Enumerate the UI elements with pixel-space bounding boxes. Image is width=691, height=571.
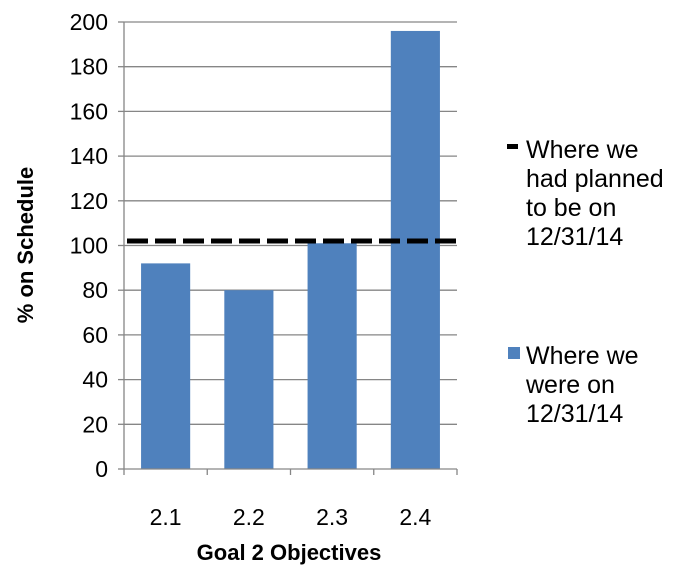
- legend-text-line: were on: [525, 371, 615, 399]
- bar-2-3: [307, 243, 357, 469]
- bar-2-1: [141, 263, 191, 469]
- x-tick-label: 2.2: [233, 504, 265, 530]
- y-tick-label: 160: [70, 98, 108, 124]
- bar-2-2: [224, 290, 274, 469]
- y-tick-label: 60: [82, 322, 108, 348]
- y-axis-title: % on Schedule: [13, 167, 38, 323]
- bars: [141, 30, 440, 469]
- y-tick-label: 20: [82, 411, 108, 437]
- legend-text-line: 12/31/14: [526, 223, 623, 251]
- y-tick-label: 0: [95, 456, 108, 482]
- y-tick-labels: 0 20 40 60 80 100 120 140 160 180 200: [70, 9, 108, 482]
- legend-text-line: had planned: [526, 165, 664, 193]
- x-tick-label: 2.3: [316, 504, 348, 530]
- legend: Where we had planned to be on 12/31/14Where…: [507, 136, 664, 428]
- x-tick-label: 2.1: [150, 504, 182, 530]
- x-axis-title: Goal 2 Objectives: [197, 540, 382, 565]
- legend-label-actual: Where we were on 12/31/14: [525, 342, 639, 428]
- legend-text-line: Where we: [526, 342, 639, 370]
- y-tick-label: 200: [70, 9, 108, 35]
- y-tick-label: 180: [70, 54, 108, 80]
- y-tick-label: 120: [70, 188, 108, 214]
- axes: [118, 21, 458, 475]
- x-tick-label: 2.4: [399, 504, 431, 530]
- y-tick-label: 80: [82, 277, 108, 303]
- legend-swatch-planned: [507, 144, 518, 149]
- legend-text-line: 12/31/14: [526, 400, 623, 428]
- y-tick-label: 40: [82, 367, 108, 393]
- legend-swatch-actual: [508, 347, 520, 359]
- y-tick-label: 140: [70, 143, 108, 169]
- bar-2-4: [390, 30, 440, 469]
- y-tick-label: 100: [70, 233, 108, 259]
- legend-label-planned: Where we had planned to be on 12/31/14: [526, 136, 664, 251]
- legend-text-line: Where we: [526, 136, 639, 164]
- legend-text-line: to be on: [526, 194, 616, 222]
- x-tick-labels: 2.1 2.2 2.3 2.4: [150, 504, 432, 530]
